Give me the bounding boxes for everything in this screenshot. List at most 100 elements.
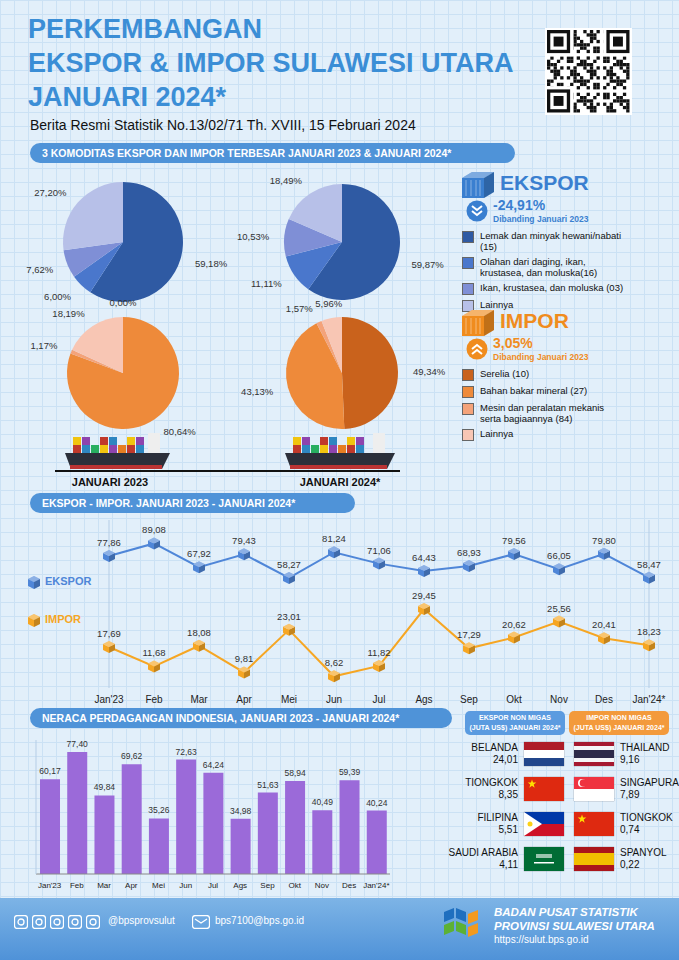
svg-text:79,56: 79,56 bbox=[502, 535, 526, 546]
svg-text:Mar: Mar bbox=[190, 694, 208, 705]
svg-text:8,62: 8,62 bbox=[325, 657, 344, 668]
svg-text:Sep: Sep bbox=[260, 881, 275, 890]
svg-text:Feb: Feb bbox=[70, 881, 84, 890]
svg-text:Jan'24*: Jan'24* bbox=[363, 881, 389, 890]
svg-text:Nov: Nov bbox=[550, 694, 568, 705]
svg-text:59,18%: 59,18% bbox=[195, 258, 228, 269]
html-text:EKSPOR: EKSPOR bbox=[45, 575, 92, 587]
html-text:Mesin dan peralatan mekanis se: Mesin dan peralatan mekanis serta bagiaa… bbox=[480, 402, 605, 424]
svg-text:25,56: 25,56 bbox=[547, 603, 571, 614]
svg-text:58,47: 58,47 bbox=[637, 559, 661, 570]
html-text:Berita Resmi Statistik No.13/0: Berita Resmi Statistik No.13/02/71 Th. X… bbox=[30, 117, 416, 133]
svg-text:Apr: Apr bbox=[236, 694, 252, 705]
html-text:JANUARI 2024*: JANUARI 2024* bbox=[28, 82, 227, 112]
svg-text:11,11%: 11,11% bbox=[251, 278, 282, 289]
html-text:3 KOMODITAS EKSPOR DAN IMPOR T: 3 KOMODITAS EKSPOR DAN IMPOR TERBESAR JA… bbox=[42, 147, 452, 159]
svg-text:Jan'23: Jan'23 bbox=[94, 694, 124, 705]
svg-text:43,13%: 43,13% bbox=[241, 386, 274, 397]
svg-text:6,00%: 6,00% bbox=[44, 291, 71, 302]
svg-text:11,68: 11,68 bbox=[142, 647, 165, 658]
svg-text:49,84: 49,84 bbox=[94, 782, 116, 792]
svg-text:67,92: 67,92 bbox=[187, 548, 211, 559]
svg-text:23,01: 23,01 bbox=[277, 611, 301, 622]
svg-text:Ags: Ags bbox=[233, 881, 247, 890]
svg-text:58,94: 58,94 bbox=[284, 768, 306, 778]
html-text:IMPOR: IMPOR bbox=[45, 613, 82, 625]
svg-text:Okt: Okt bbox=[506, 694, 522, 705]
svg-text:77,86: 77,86 bbox=[97, 537, 121, 548]
svg-text:58,27: 58,27 bbox=[277, 559, 301, 570]
svg-text:89,08: 89,08 bbox=[142, 524, 166, 535]
svg-text:18,23: 18,23 bbox=[637, 626, 661, 637]
html-text:Olahan dari daging, ikan, krus: Olahan dari daging, ikan, krustasea, dan… bbox=[480, 256, 598, 278]
svg-text:Jun: Jun bbox=[326, 694, 342, 705]
svg-text:Mar: Mar bbox=[97, 881, 111, 890]
svg-text:79,80: 79,80 bbox=[592, 535, 616, 546]
svg-text:0,00%: 0,00% bbox=[110, 297, 137, 308]
svg-text:34,98: 34,98 bbox=[230, 806, 252, 816]
svg-text:18,49%: 18,49% bbox=[270, 175, 303, 186]
svg-text:Apr: Apr bbox=[125, 881, 138, 890]
svg-text:59,87%: 59,87% bbox=[412, 259, 445, 270]
svg-text:Jun: Jun bbox=[179, 881, 192, 890]
html-text:PERKEMBANGAN: PERKEMBANGAN bbox=[28, 14, 262, 44]
svg-text:Des: Des bbox=[595, 694, 613, 705]
svg-text:20,41: 20,41 bbox=[592, 619, 616, 630]
html-text:BADAN PUSAT STATISTIK: BADAN PUSAT STATISTIK bbox=[494, 906, 638, 918]
svg-text:60,17: 60,17 bbox=[39, 766, 61, 776]
svg-text:79,43: 79,43 bbox=[232, 535, 256, 546]
svg-text:Mei: Mei bbox=[152, 881, 165, 890]
svg-text:81,24: 81,24 bbox=[322, 533, 346, 544]
svg-text:77,40: 77,40 bbox=[67, 739, 89, 749]
svg-text:68,93: 68,93 bbox=[457, 547, 481, 558]
svg-text:18,19%: 18,19% bbox=[52, 308, 85, 319]
svg-text:17,29: 17,29 bbox=[457, 629, 481, 640]
html-text:-24,91%: -24,91% bbox=[493, 197, 546, 213]
html-text:EKSPOR - IMPOR. JANUARI 2023 -: EKSPOR - IMPOR. JANUARI 2023 - JANUARI 2… bbox=[42, 497, 296, 509]
svg-text:Des: Des bbox=[342, 881, 356, 890]
svg-text:10,53%: 10,53% bbox=[237, 231, 270, 242]
svg-text:66,05: 66,05 bbox=[547, 550, 571, 561]
svg-text:11,82: 11,82 bbox=[367, 647, 390, 658]
html-text:IMPOR: IMPOR bbox=[500, 309, 569, 332]
svg-text:29,45: 29,45 bbox=[412, 590, 436, 601]
html-text:Lemak dan minyak hewani/nabati: Lemak dan minyak hewani/nabati (15) bbox=[480, 230, 621, 252]
svg-text:18,08: 18,08 bbox=[187, 627, 211, 638]
svg-text:Jul: Jul bbox=[208, 881, 218, 890]
svg-text:72,63: 72,63 bbox=[176, 747, 198, 757]
svg-text:20,62: 20,62 bbox=[502, 619, 526, 630]
svg-text:59,39: 59,39 bbox=[339, 767, 361, 777]
svg-text:9,81: 9,81 bbox=[235, 653, 254, 664]
svg-text:Nov: Nov bbox=[315, 881, 329, 890]
html-text:NERACA PERDAGANGAN INDONESIA,: NERACA PERDAGANGAN INDONESIA, JANUARI 20… bbox=[42, 712, 400, 724]
html-text:EKSPOR & IMPOR SULAWESI UTARA: EKSPOR & IMPOR SULAWESI UTARA bbox=[28, 48, 514, 78]
svg-text:71,06: 71,06 bbox=[367, 545, 391, 556]
svg-text:7,62%: 7,62% bbox=[26, 264, 53, 275]
html-text:JANUARI 2023: JANUARI 2023 bbox=[71, 476, 149, 488]
svg-text:5,96%: 5,96% bbox=[315, 298, 342, 309]
svg-text:Ags: Ags bbox=[415, 694, 432, 705]
svg-text:69,62: 69,62 bbox=[121, 751, 143, 761]
svg-text:1,57%: 1,57% bbox=[286, 303, 313, 314]
svg-text:40,49: 40,49 bbox=[312, 797, 334, 807]
svg-text:Okt: Okt bbox=[288, 881, 301, 890]
svg-text:35,26: 35,26 bbox=[148, 805, 170, 815]
svg-text:51,63: 51,63 bbox=[257, 780, 279, 790]
svg-text:Sep: Sep bbox=[460, 694, 478, 705]
svg-text:Mei: Mei bbox=[281, 694, 297, 705]
svg-text:80,64%: 80,64% bbox=[164, 426, 197, 437]
svg-text:Jan'23: Jan'23 bbox=[38, 881, 62, 890]
svg-text:27,20%: 27,20% bbox=[34, 187, 67, 198]
svg-text:Feb: Feb bbox=[145, 694, 163, 705]
svg-text:Jan'24*: Jan'24* bbox=[632, 694, 665, 705]
html-text:EKSPOR: EKSPOR bbox=[500, 171, 589, 194]
html-text:JANUARI 2024*: JANUARI 2024* bbox=[299, 476, 381, 488]
svg-text:64,43: 64,43 bbox=[412, 552, 436, 563]
svg-text:Jul: Jul bbox=[373, 694, 386, 705]
html-text:3,05%: 3,05% bbox=[493, 335, 533, 351]
svg-text:49,34%: 49,34% bbox=[413, 366, 446, 377]
svg-text:40,24: 40,24 bbox=[366, 798, 388, 808]
svg-text:17,69: 17,69 bbox=[97, 628, 121, 639]
svg-text:64,24: 64,24 bbox=[203, 760, 225, 770]
svg-text:1,17%: 1,17% bbox=[30, 340, 57, 351]
